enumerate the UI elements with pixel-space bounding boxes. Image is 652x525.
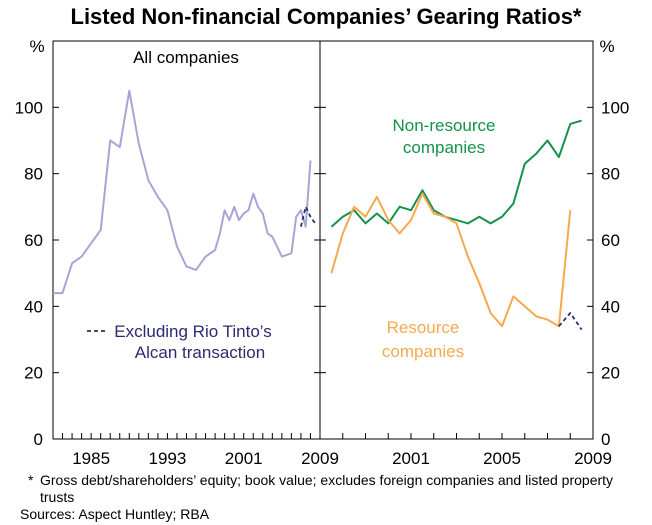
panel-label-all-companies: All companies — [133, 48, 239, 67]
chart-title: Listed Non-financial Companies’ Gearing … — [70, 4, 582, 29]
y-tick-label-right: 80 — [601, 165, 620, 184]
footnotes: * Gross debt/shareholders’ equity; book … — [20, 472, 640, 523]
series-excluding-rio-tinto-s-alcan-transaction — [300, 205, 316, 227]
y-unit-right: % — [599, 37, 614, 56]
x-tick-label-left: 1993 — [149, 449, 187, 468]
y-unit-left: % — [29, 37, 44, 56]
y-tick-label-left: 40 — [24, 297, 43, 316]
footnote-text: Gross debt/shareholders’ equity; book va… — [40, 472, 614, 505]
x-axis: 1985 1993 2001 2009 2001 2005 2009 — [62, 433, 612, 468]
series-resource-companies — [330, 192, 572, 328]
label-resource-line2: companies — [382, 342, 464, 361]
sources: Sources: Aspect Huntley; RBA — [20, 506, 210, 522]
chart-labels: All companies Excluding Rio Tinto’s Alcan … — [87, 48, 496, 362]
series-lines — [53, 89, 583, 331]
legend-text-excluding-rio-line2: Alcan transaction — [135, 343, 265, 362]
label-non-resource-line2: companies — [403, 138, 485, 157]
series-all-companies — [53, 89, 312, 295]
y-tick-label-right: 60 — [601, 231, 620, 250]
y-tick-label-right: 40 — [601, 297, 620, 316]
chart-canvas: % % 0 0 20 20 40 40 60 60 80 80 100 100 1985 1993 2001 2… — [15, 37, 630, 468]
x-tick-label-right: 2009 — [574, 449, 612, 468]
y-tick-label-right: 20 — [601, 364, 620, 383]
footnote-marker: * — [28, 472, 34, 488]
x-tick-label-left: 2001 — [225, 449, 263, 468]
y-tick-label-left: 0 — [34, 430, 43, 449]
x-tick-label-left: 1985 — [72, 449, 110, 468]
series-non-resource-companies — [330, 119, 582, 228]
label-resource-line1: Resource — [387, 318, 460, 337]
x-tick-label-right: 2001 — [392, 449, 430, 468]
y-tick-label-left: 80 — [24, 165, 43, 184]
series-resource-companies-excluding-rio-tinto-s-alcan-transaction — [558, 312, 583, 331]
y-ticks: % % 0 0 20 20 40 40 60 60 80 80 100 100 — [15, 37, 630, 449]
label-non-resource-line1: Non-resource — [393, 116, 496, 135]
footnote: * Gross debt/shareholders’ equity; book … — [20, 472, 640, 506]
y-tick-label-left: 20 — [24, 364, 43, 383]
y-tick-label-left: 60 — [24, 231, 43, 250]
x-tick-label-left: 2009 — [301, 449, 339, 468]
legend-text-excluding-rio-line1: Excluding Rio Tinto’s — [114, 322, 272, 341]
y-tick-label-right: 100 — [601, 98, 629, 117]
x-tick-label-right: 2005 — [483, 449, 521, 468]
y-tick-label-left: 100 — [15, 98, 43, 117]
y-tick-label-right: 0 — [601, 430, 610, 449]
